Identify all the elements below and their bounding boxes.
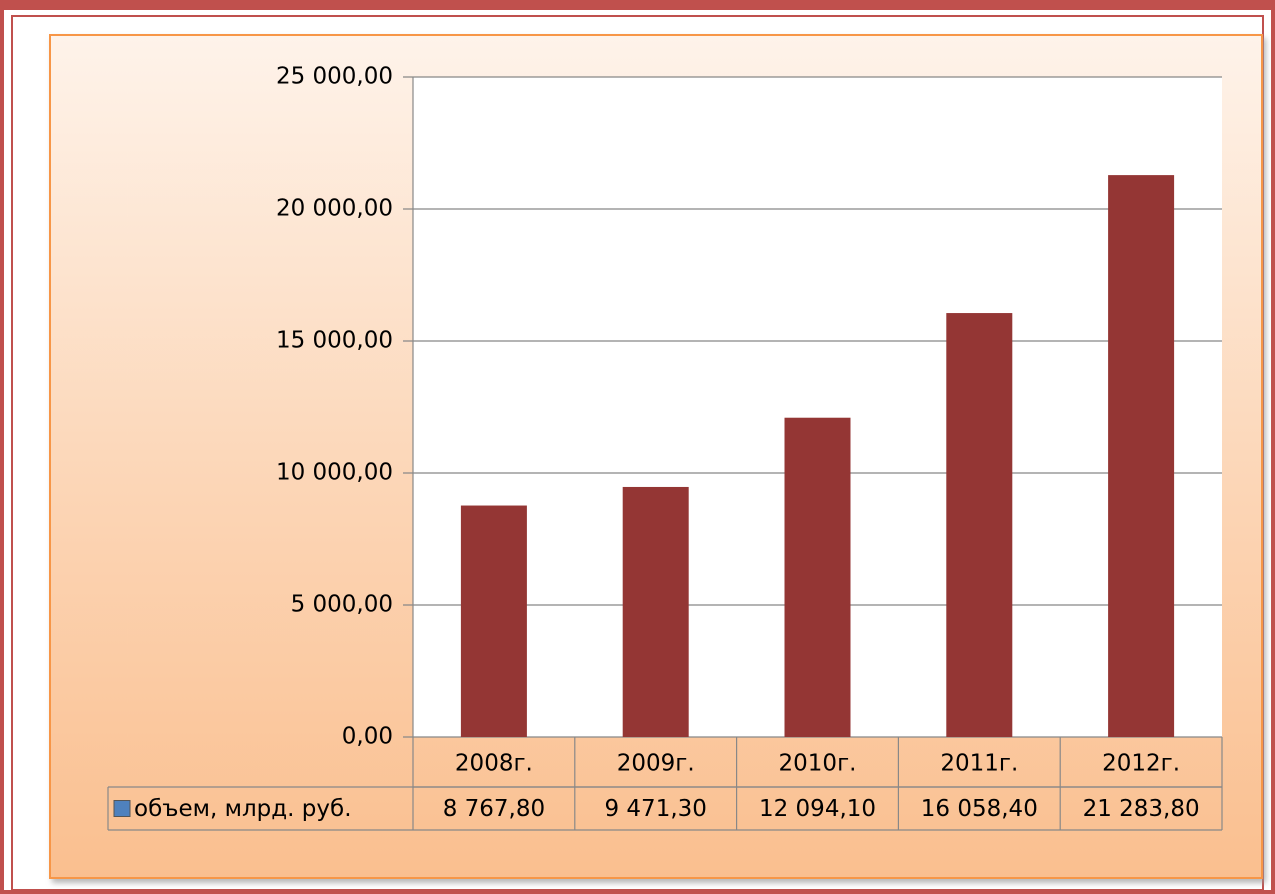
bar (946, 313, 1013, 737)
value-label: 16 058,40 (921, 796, 1038, 822)
legend-label: объем, млрд. руб. (134, 796, 352, 822)
legend-key (113, 800, 131, 817)
bar (622, 486, 689, 737)
value-label: 12 094,10 (759, 796, 876, 822)
x-tick-label: 2009г. (617, 751, 695, 777)
x-tick-label: 2010г. (779, 751, 857, 777)
y-tick-label: 25 000,00 (276, 64, 393, 90)
bar (1108, 175, 1175, 738)
y-tick-label: 20 000,00 (276, 196, 393, 222)
y-tick-label: 10 000,00 (276, 460, 393, 486)
x-tick-label: 2012г. (1102, 751, 1180, 777)
value-label: 8 767,80 (443, 796, 545, 822)
x-tick-label: 2008г. (455, 751, 533, 777)
y-tick-label: 0,00 (342, 724, 393, 750)
bar (784, 417, 851, 737)
y-tick-label: 15 000,00 (276, 328, 393, 354)
value-label: 9 471,30 (604, 796, 706, 822)
bar (460, 505, 527, 737)
y-tick-label: 5 000,00 (291, 592, 393, 618)
x-tick-label: 2011г. (940, 751, 1018, 777)
value-label: 21 283,80 (1083, 796, 1200, 822)
